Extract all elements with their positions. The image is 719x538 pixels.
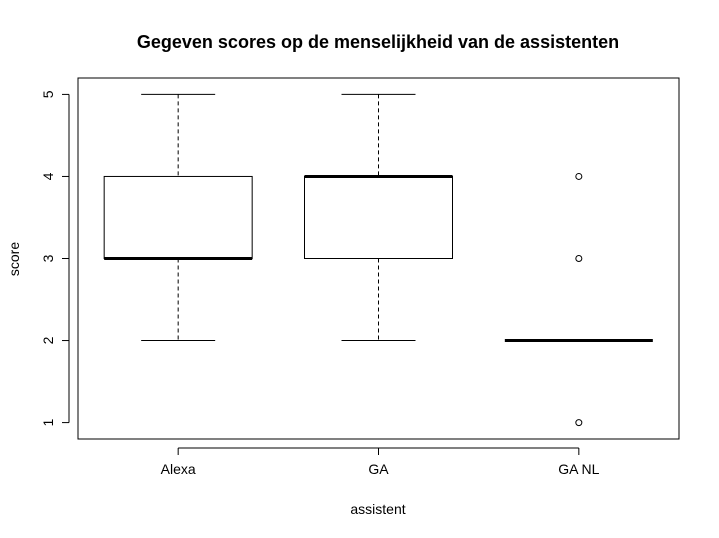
- y-tick-label: 2: [40, 336, 56, 344]
- y-tick-label: 1: [40, 418, 56, 426]
- y-axis-label: score: [6, 242, 22, 276]
- x-tick-label: GA: [368, 461, 389, 477]
- outlier-point: [575, 255, 583, 262]
- outlier-point: [575, 172, 583, 180]
- outlier-point: [575, 419, 583, 427]
- box-iqr: [304, 175, 453, 259]
- y-axis: 1 2 3 4 5: [40, 90, 70, 426]
- x-tick-label: GA NL: [558, 461, 599, 477]
- x-axis: Alexa GA GA NL: [161, 447, 600, 477]
- chart-marks: [103, 93, 653, 427]
- box-ga-nl: [504, 172, 653, 427]
- y-tick-label: 5: [40, 90, 56, 98]
- plot-frame: [77, 77, 680, 440]
- box-ga: [304, 93, 453, 342]
- box-alexa: [103, 93, 253, 342]
- x-axis-label: assistent: [350, 501, 405, 517]
- chart-title: Gegeven scores op de menselijkheid van d…: [137, 32, 619, 52]
- box-iqr: [103, 175, 253, 259]
- x-tick-label: Alexa: [161, 461, 196, 477]
- y-tick-label: 3: [40, 254, 56, 262]
- y-tick-label: 4: [40, 172, 56, 180]
